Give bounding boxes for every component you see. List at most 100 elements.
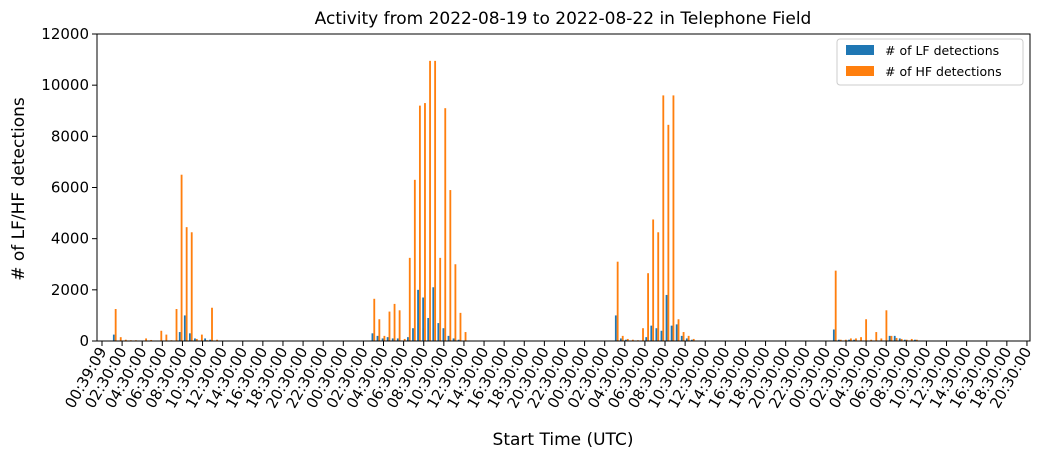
hf-bar-56 — [834, 270, 837, 341]
hf-bar-6 — [145, 338, 147, 341]
lf-bar-71 — [914, 339, 916, 341]
legend-box — [836, 38, 1024, 86]
hf-bar-42 — [626, 338, 629, 341]
hf-bar-66 — [885, 310, 888, 341]
lf-bar-49 — [665, 294, 668, 341]
lf-bar-24 — [386, 337, 389, 341]
chart-title: Activity from 2022-08-19 to 2022-08-22 i… — [315, 9, 812, 29]
hf-bar-37 — [454, 264, 457, 341]
hf-bar-12 — [175, 309, 178, 341]
hf-bar-15 — [190, 232, 193, 341]
hf-bar-63 — [870, 339, 873, 341]
hf-bar-62 — [865, 319, 868, 341]
lf-bar-13 — [178, 332, 181, 341]
hf-bar-38 — [459, 312, 462, 341]
hf-bar-70 — [905, 339, 908, 341]
hf-bar-43 — [631, 339, 634, 341]
legend-swatch-0 — [846, 45, 874, 55]
lf-bar-23 — [381, 338, 384, 341]
lf-bar-30 — [417, 289, 419, 341]
hf-bar-52 — [677, 319, 680, 341]
hf-bar-65 — [880, 338, 883, 341]
y-axis: 0 2000 4000 6000 8000 10000 12000 — [41, 25, 97, 350]
hf-bar-17 — [200, 334, 203, 341]
lf-bar-35 — [442, 328, 445, 341]
hf-bar-61 — [860, 337, 862, 341]
lf-bar-52 — [680, 335, 683, 341]
hf-bar-27 — [403, 338, 406, 341]
hf-bar-32 — [429, 60, 431, 342]
lf-bar-66 — [888, 335, 891, 341]
y-tick-label-1: 2000 — [51, 281, 89, 299]
hf-bar-0 — [114, 309, 117, 341]
hf-bar-71 — [910, 338, 913, 341]
hf-bar-55 — [692, 338, 695, 341]
y-tick-label-0: 0 — [79, 332, 89, 350]
hf-bar-54 — [687, 335, 690, 341]
hf-bar-35 — [444, 108, 447, 341]
x-axis-title: Start Time (UTC) — [493, 430, 634, 450]
hf-bar-24 — [388, 311, 391, 341]
lf-bar-38 — [457, 339, 460, 341]
lf-bar-54 — [690, 339, 693, 341]
legend-label-0: # of LF detections — [885, 43, 999, 58]
hf-bar-46 — [647, 273, 649, 341]
lf-bar-67 — [893, 335, 896, 341]
hf-bar-2 — [124, 339, 127, 341]
x-axis: 00:39:0902:30:0004:30:0006:30:0008:30:00… — [61, 341, 1035, 411]
hf-bar-33 — [434, 60, 437, 342]
hf-bar-67 — [890, 335, 893, 341]
hf-bar-30 — [418, 105, 421, 341]
hf-bar-29 — [413, 179, 416, 341]
lf-bar-22 — [376, 335, 379, 341]
hf-bar-34 — [439, 257, 442, 341]
hf-bar-22 — [378, 319, 381, 341]
y-tick-label-6: 12000 — [41, 25, 89, 43]
hf-bar-50 — [667, 124, 670, 341]
hf-bar-25 — [393, 303, 396, 341]
hf-bar-49 — [662, 95, 665, 342]
lf-bar-14 — [183, 315, 186, 341]
lf-bar-29 — [412, 328, 414, 341]
hf-bar-1 — [119, 337, 122, 341]
hf-bar-41 — [621, 335, 624, 341]
hf-bar-14 — [185, 227, 188, 341]
hf-bar-26 — [398, 310, 401, 341]
y-axis-title: # of LF/HF detections — [9, 97, 29, 281]
hf-bar-21 — [373, 298, 376, 341]
hf-bar-47 — [652, 219, 655, 341]
lf-bar-59 — [853, 339, 856, 341]
lf-bar-55 — [832, 329, 835, 341]
hf-bar-53 — [682, 332, 685, 341]
hf-bar-64 — [875, 332, 878, 341]
legend-label-1: # of HF detections — [885, 64, 1002, 79]
lf-bar-51 — [675, 324, 678, 341]
lf-bar-15 — [188, 333, 191, 341]
plot-area — [96, 33, 1031, 342]
y-tick-label-5: 10000 — [41, 76, 89, 94]
y-tick-label-2: 4000 — [51, 230, 89, 248]
lf-bar-48 — [660, 330, 663, 341]
hf-bar-59 — [849, 338, 852, 341]
y-tick-label-4: 8000 — [51, 127, 89, 145]
lf-bar-39 — [614, 315, 617, 341]
lf-bar-16 — [194, 338, 196, 341]
hf-bar-48 — [657, 232, 660, 341]
lf-bar-32 — [427, 317, 430, 341]
lf-bar-40 — [619, 338, 622, 341]
lf-bar-47 — [655, 328, 658, 341]
lf-bar-28 — [407, 337, 409, 341]
lf-bar-41 — [625, 339, 627, 341]
lf-bar-36 — [447, 335, 450, 341]
lf-bar-31 — [422, 297, 425, 341]
hf-bar-57 — [839, 339, 842, 341]
hf-bar-51 — [672, 95, 675, 342]
hf-bar-45 — [642, 328, 644, 341]
lf-bar-50 — [670, 325, 673, 341]
hf-bar-58 — [844, 339, 847, 341]
lf-bar-19 — [209, 339, 212, 341]
y-tick-label-3: 6000 — [51, 179, 89, 197]
lf-bar-18 — [204, 338, 207, 341]
hf-bar-68 — [895, 337, 898, 341]
lf-bar-33 — [432, 287, 435, 341]
